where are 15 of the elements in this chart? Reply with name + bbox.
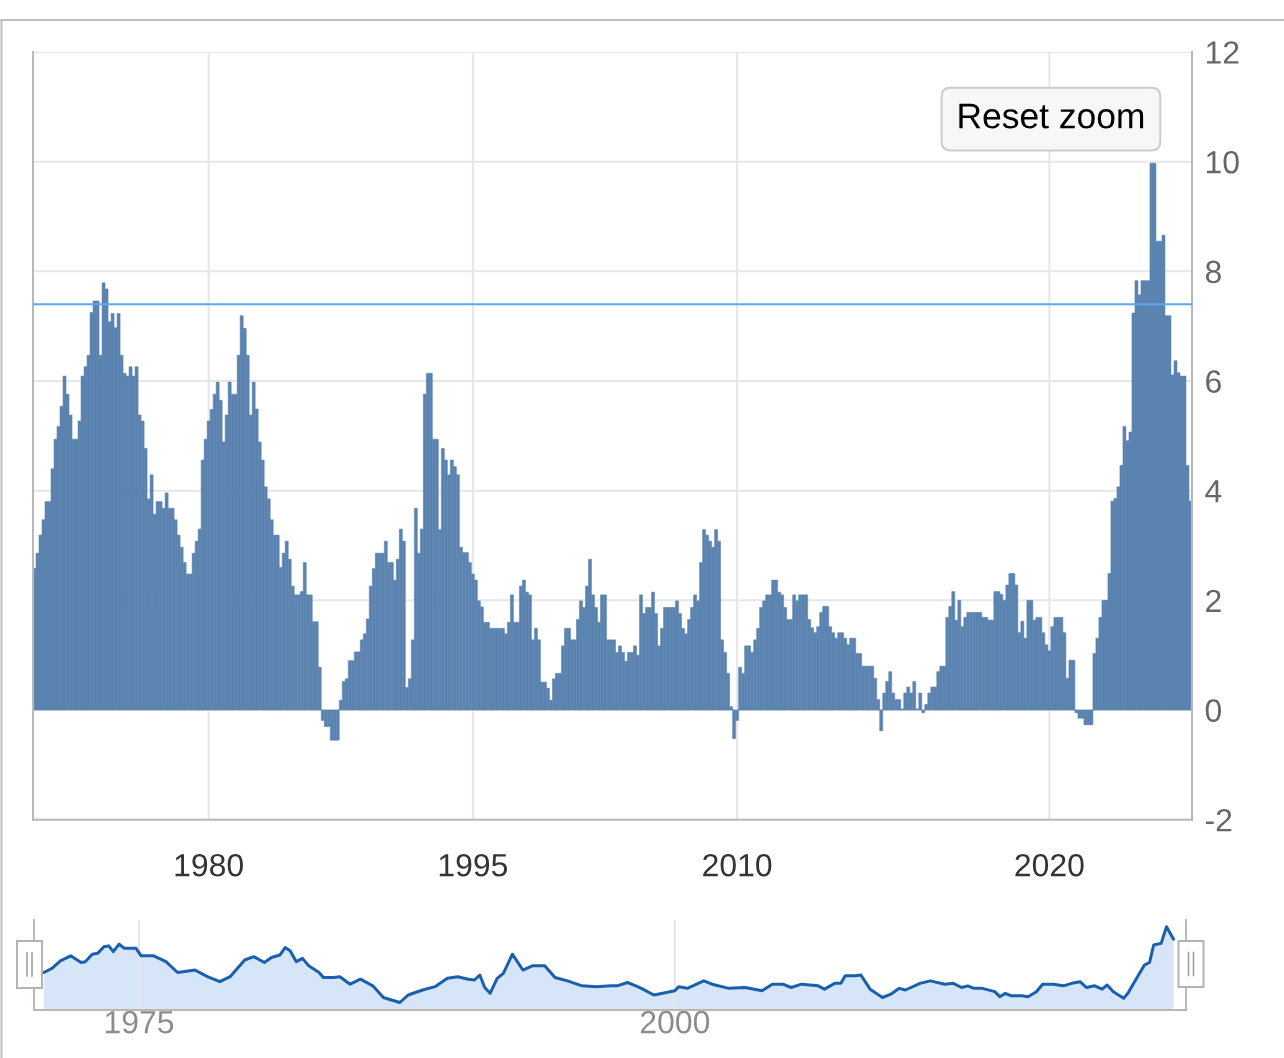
- x-tick-label: 1975: [105, 1010, 174, 1034]
- annotation: Reset zoom: [959, 103, 1144, 129]
- x-tick-label: 2000: [640, 1010, 710, 1034]
- x-tick-label: 1995: [439, 853, 508, 877]
- y-tick-label: 8: [1205, 260, 1221, 284]
- y-tick-label: 4: [1205, 480, 1222, 503]
- y-tick-label: 10: [1206, 150, 1239, 174]
- y-tick-label: 0: [1205, 699, 1222, 722]
- x-tick-label: 1980: [175, 853, 243, 877]
- y-tick-label: 2: [1206, 589, 1221, 612]
- x-tick-label: 2010: [703, 853, 772, 877]
- x-tick-label: 2020: [1015, 853, 1084, 877]
- y-tick-label: 12: [1206, 41, 1239, 64]
- y-tick-label: -2: [1205, 808, 1232, 832]
- y-tick-label: 6: [1206, 370, 1221, 393]
